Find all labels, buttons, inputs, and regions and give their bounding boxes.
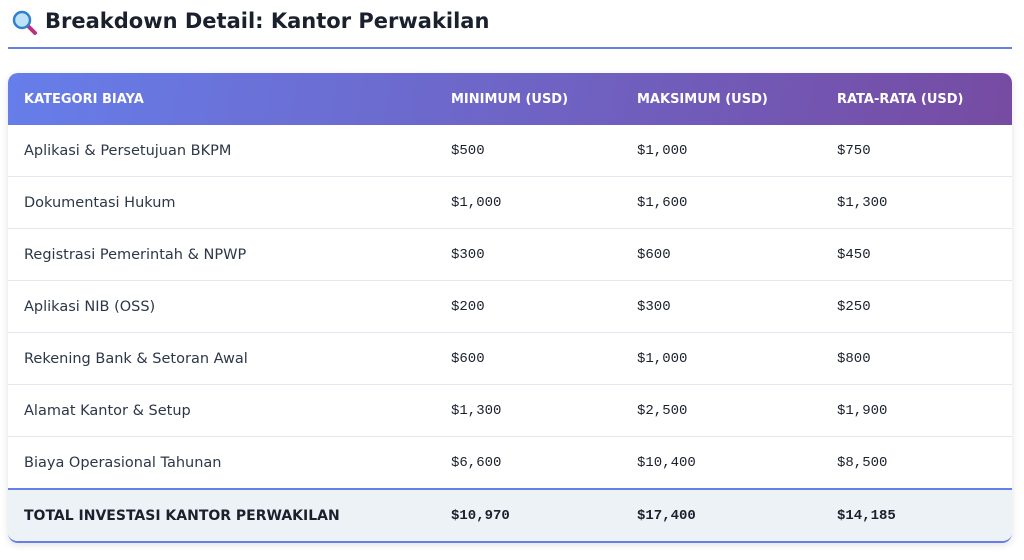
search-icon — [12, 10, 37, 35]
title: Breakdown Detail: Kantor Perwakilan — [45, 9, 490, 33]
column-header: KATEGORI BIAYA — [24, 91, 144, 107]
amount-cell: $6,600 — [451, 436, 637, 490]
amount-cell: $1,300 — [837, 176, 1012, 229]
amount-cell: $8,500 — [837, 436, 1012, 490]
amount-cell: $10,970 — [451, 488, 637, 541]
category-cell: Biaya Operasional Tahunan — [8, 436, 451, 490]
amount-cell: $1,600 — [637, 176, 837, 229]
table-row: Aplikasi NIB (OSS) $200 $300 $250 — [8, 280, 1012, 333]
category-cell: Registrasi Pemerintah & NPWP — [8, 228, 451, 281]
table-body: Aplikasi & Persetujuan BKPM $500 $1,000 $75… — [8, 125, 1012, 541]
category-cell: Alamat Kantor & Setup — [8, 384, 451, 437]
amount-cell: $14,185 — [837, 488, 1012, 541]
amount-cell: $600 — [637, 228, 837, 281]
table-row: Aplikasi & Persetujuan BKPM $500 $1,000 $75… — [8, 125, 1012, 177]
table-row: Alamat Kantor & Setup $1,300 $2,500 $1,900 — [8, 384, 1012, 437]
column-header: MINIMUM (USD) — [451, 91, 569, 107]
amount-cell: $600 — [451, 332, 637, 385]
amount-cell: $1,900 — [837, 384, 1012, 437]
table-row: Dokumentasi Hukum $1,000 $1,600 $1,300 — [8, 176, 1012, 229]
header: Breakdown Detail: Kantor Perwakilan — [8, 0, 1012, 49]
category-cell: TOTAL INVESTASI KANTOR PERWAKILAN — [8, 488, 451, 541]
amount-cell: $200 — [451, 280, 637, 333]
amount-cell: $17,400 — [637, 488, 837, 541]
amount-cell: $1,000 — [451, 176, 637, 229]
amount-cell: $300 — [637, 280, 837, 333]
amount-cell: $1,000 — [637, 125, 837, 177]
table-card: KATEGORI BIAYA MINIMUM (USD) MAKSIMUM (USD… — [8, 73, 1012, 543]
table: KATEGORI BIAYA MINIMUM (USD) MAKSIMUM (USD… — [8, 73, 1012, 541]
column-header: RATA-RATA (USD) — [837, 91, 964, 107]
amount-cell: $10,400 — [637, 436, 837, 490]
category-cell: Aplikasi & Persetujuan BKPM — [8, 125, 451, 177]
column-header: MAKSIMUM (USD) — [637, 91, 768, 107]
amount-cell: $1,000 — [637, 332, 837, 385]
amount-cell: $500 — [451, 125, 637, 177]
amount-cell: $450 — [837, 228, 1012, 281]
amount-cell: $1,300 — [451, 384, 637, 437]
amount-cell: $300 — [451, 228, 637, 281]
table-row: Registrasi Pemerintah & NPWP $300 $600 $450 — [8, 228, 1012, 281]
category-cell: Dokumentasi Hukum — [8, 176, 451, 229]
amount-cell: $750 — [837, 125, 1012, 177]
category-cell: Aplikasi NIB (OSS) — [8, 280, 451, 333]
header-row: KATEGORI BIAYA MINIMUM (USD) MAKSIMUM (USD… — [8, 73, 1012, 125]
category-cell: Rekening Bank & Setoran Awal — [8, 332, 451, 385]
table-row: Biaya Operasional Tahunan $6,600 $10,400 $8… — [8, 436, 1012, 490]
table-row: Rekening Bank & Setoran Awal $600 $1,000 $8… — [8, 332, 1012, 385]
amount-cell: $250 — [837, 280, 1012, 333]
amount-cell: $2,500 — [637, 384, 837, 437]
total-row: TOTAL INVESTASI KANTOR PERWAKILAN $10,970… — [8, 488, 1012, 541]
amount-cell: $800 — [837, 332, 1012, 385]
